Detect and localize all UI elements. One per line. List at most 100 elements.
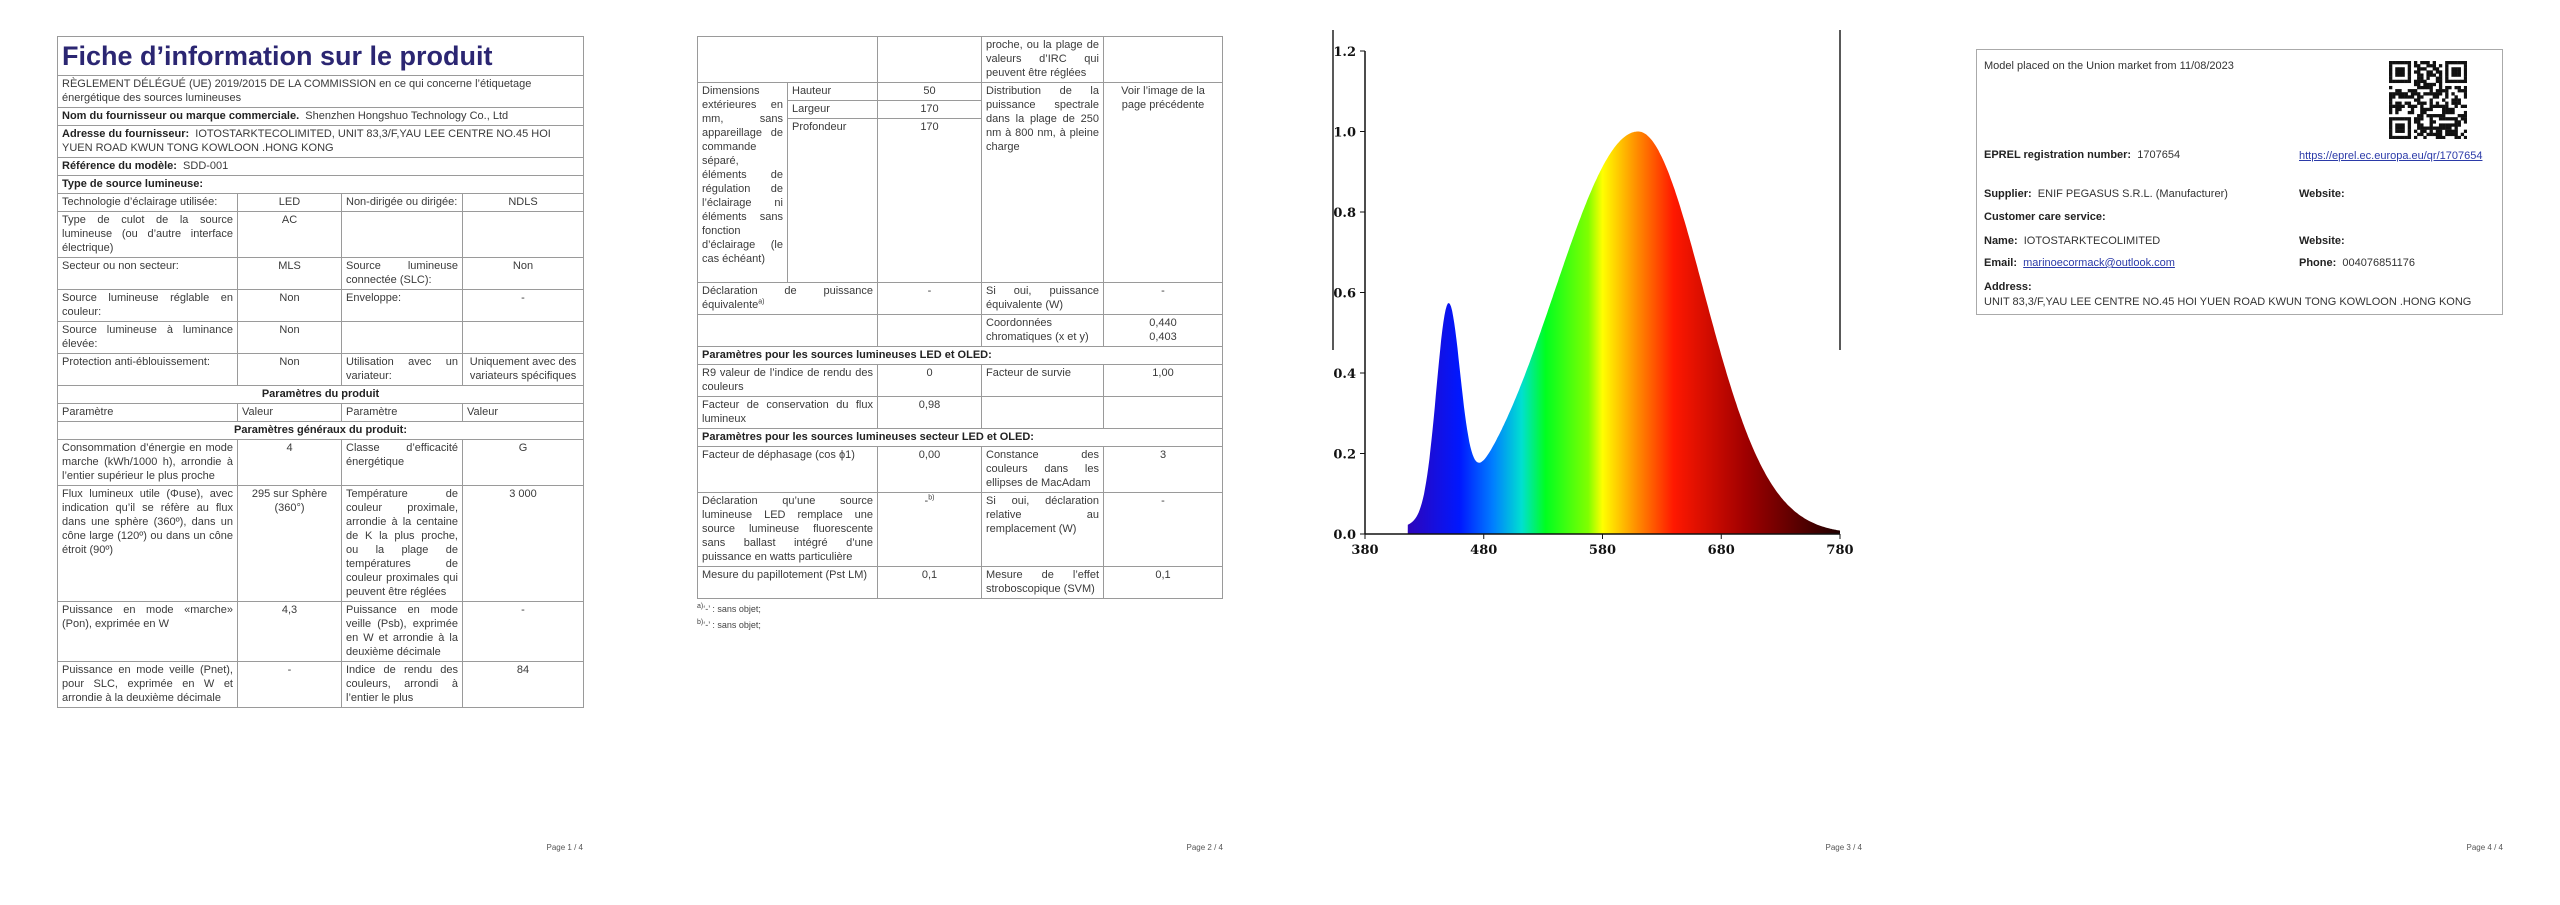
- table-cell: -: [877, 282, 982, 315]
- qr-module: [2389, 126, 2393, 130]
- table-cell: 4,3: [237, 601, 342, 662]
- qr-module: [2426, 85, 2430, 90]
- qr-module: [2395, 67, 2399, 71]
- table-cell: Non: [237, 289, 342, 322]
- label: Phone:: [2299, 257, 2337, 269]
- qr-module: [2429, 89, 2433, 93]
- qr-module: [2438, 114, 2443, 118]
- eprel-link[interactable]: https://eprel.ec.europa.eu/qr/1707654: [2299, 150, 2483, 162]
- qr-module: [2445, 126, 2449, 130]
- qr-module: [2426, 61, 2430, 65]
- table-cell: 0,98: [877, 396, 982, 429]
- qr-module: [2445, 123, 2449, 127]
- qr-module: [2401, 79, 2405, 84]
- page-number: Page 1 / 4: [546, 843, 583, 852]
- qr-module: [2398, 123, 2402, 127]
- table-cell: G: [461, 439, 585, 486]
- qr-module: [2442, 117, 2446, 121]
- qr-module: [2389, 107, 2393, 112]
- qr-module: [2398, 135, 2402, 139]
- qr-module: [2407, 89, 2412, 93]
- qr-module: [2454, 117, 2458, 121]
- label: Email:: [1984, 257, 2018, 269]
- qr-module: [2429, 123, 2433, 127]
- qr-module: [2423, 61, 2427, 65]
- qr-module: [2398, 107, 2402, 112]
- table-cell: 3: [1103, 446, 1223, 493]
- qr-module: [2423, 79, 2427, 84]
- qr-module: [2420, 126, 2424, 130]
- table-cell: AC: [237, 211, 342, 258]
- qr-module: [2417, 64, 2421, 68]
- qr-module: [2435, 79, 2440, 84]
- qr-module: [2401, 73, 2405, 77]
- y-tick-label: 0.0: [1333, 528, 1356, 543]
- qr-module: [2451, 92, 2455, 96]
- qr-module: [2417, 126, 2421, 130]
- page-number: Page 4 / 4: [2466, 843, 2503, 852]
- qr-module: [2445, 79, 2449, 84]
- qr-module: [2401, 135, 2405, 139]
- qr-module: [2463, 129, 2467, 133]
- qr-module: [2435, 126, 2440, 130]
- label: Website:: [2299, 188, 2345, 200]
- qr-module: [2438, 104, 2443, 108]
- table-cell: Utilisation avec un variateur:: [341, 353, 463, 386]
- qr-module: [2442, 135, 2446, 139]
- qr-module: [2445, 89, 2449, 93]
- qr-module: [2457, 67, 2461, 71]
- table-cell: Facteur de déphasage (cos ϕ1): [697, 446, 878, 493]
- qr-module: [2417, 123, 2421, 127]
- qr-module: [2395, 135, 2399, 139]
- qr-module: [2401, 67, 2405, 71]
- value: 1707654: [2137, 149, 2181, 161]
- qr-module: [2463, 79, 2467, 84]
- qr-module: [2445, 85, 2449, 90]
- qr-module: [2389, 123, 2393, 127]
- qr-module: [2392, 95, 2396, 99]
- qr-module: [2435, 67, 2440, 71]
- table-cell: Température de couleur proximale, arrond…: [341, 485, 463, 602]
- qr-module: [2417, 92, 2421, 96]
- table-cell: 0,00: [877, 446, 982, 493]
- supplier-row: Supplier: ENIF PEGASUS S.R.L. (Manufactu…: [1984, 188, 2228, 200]
- qr-module: [2395, 117, 2399, 121]
- qr-module: [2392, 104, 2396, 108]
- email-link[interactable]: marinoecormack@outlook.com: [2023, 257, 2175, 269]
- qr-module: [2404, 61, 2408, 65]
- qr-module: [2392, 135, 2396, 139]
- qr-module: [2429, 117, 2433, 121]
- table-cell: Coordonnées chromatiques (x et y): [981, 314, 1104, 347]
- qr-module: [2442, 110, 2446, 115]
- qr-module: [2426, 92, 2430, 96]
- qr-module: [2454, 101, 2458, 105]
- qr-module: [2438, 82, 2443, 87]
- qr-module: [2442, 89, 2446, 93]
- qr-module: [2454, 85, 2458, 90]
- y-tick-label: 0.8: [1333, 206, 1356, 221]
- qr-module: [2429, 107, 2433, 112]
- table-cell: Consommation d’énergie en mode marche (k…: [57, 439, 238, 486]
- qr-module: [2457, 98, 2461, 102]
- qr-module: [2410, 104, 2415, 108]
- table-cell: Uniquement avec des variateurs spécifiqu…: [461, 353, 585, 386]
- qr-module: [2451, 70, 2455, 74]
- regulation: RÈGLEMENT DÉLÉGUÉ (UE) 2019/2015 DE LA C…: [57, 75, 585, 108]
- qr-module: [2454, 123, 2458, 127]
- footnote: b)‘-’ : sans objet;: [697, 617, 1225, 633]
- table-cell: Source lumineuse connectée (SLC):: [341, 257, 463, 290]
- qr-module: [2417, 101, 2421, 105]
- qr-module: [2457, 85, 2461, 90]
- qr-module: [2445, 129, 2449, 133]
- website-row: Website:: [2299, 188, 2345, 200]
- qr-module: [2438, 64, 2443, 68]
- qr-module: [2420, 73, 2424, 77]
- table-cell: Paramètre: [57, 403, 238, 422]
- y-tick-label: 1.0: [1333, 126, 1356, 141]
- qr-module: [2426, 132, 2430, 137]
- qr-module: [2417, 114, 2421, 118]
- qr-module: [2451, 129, 2455, 133]
- qr-module: [2463, 92, 2467, 96]
- table-cell: [877, 36, 982, 83]
- x-tick-label: 480: [1470, 543, 1497, 558]
